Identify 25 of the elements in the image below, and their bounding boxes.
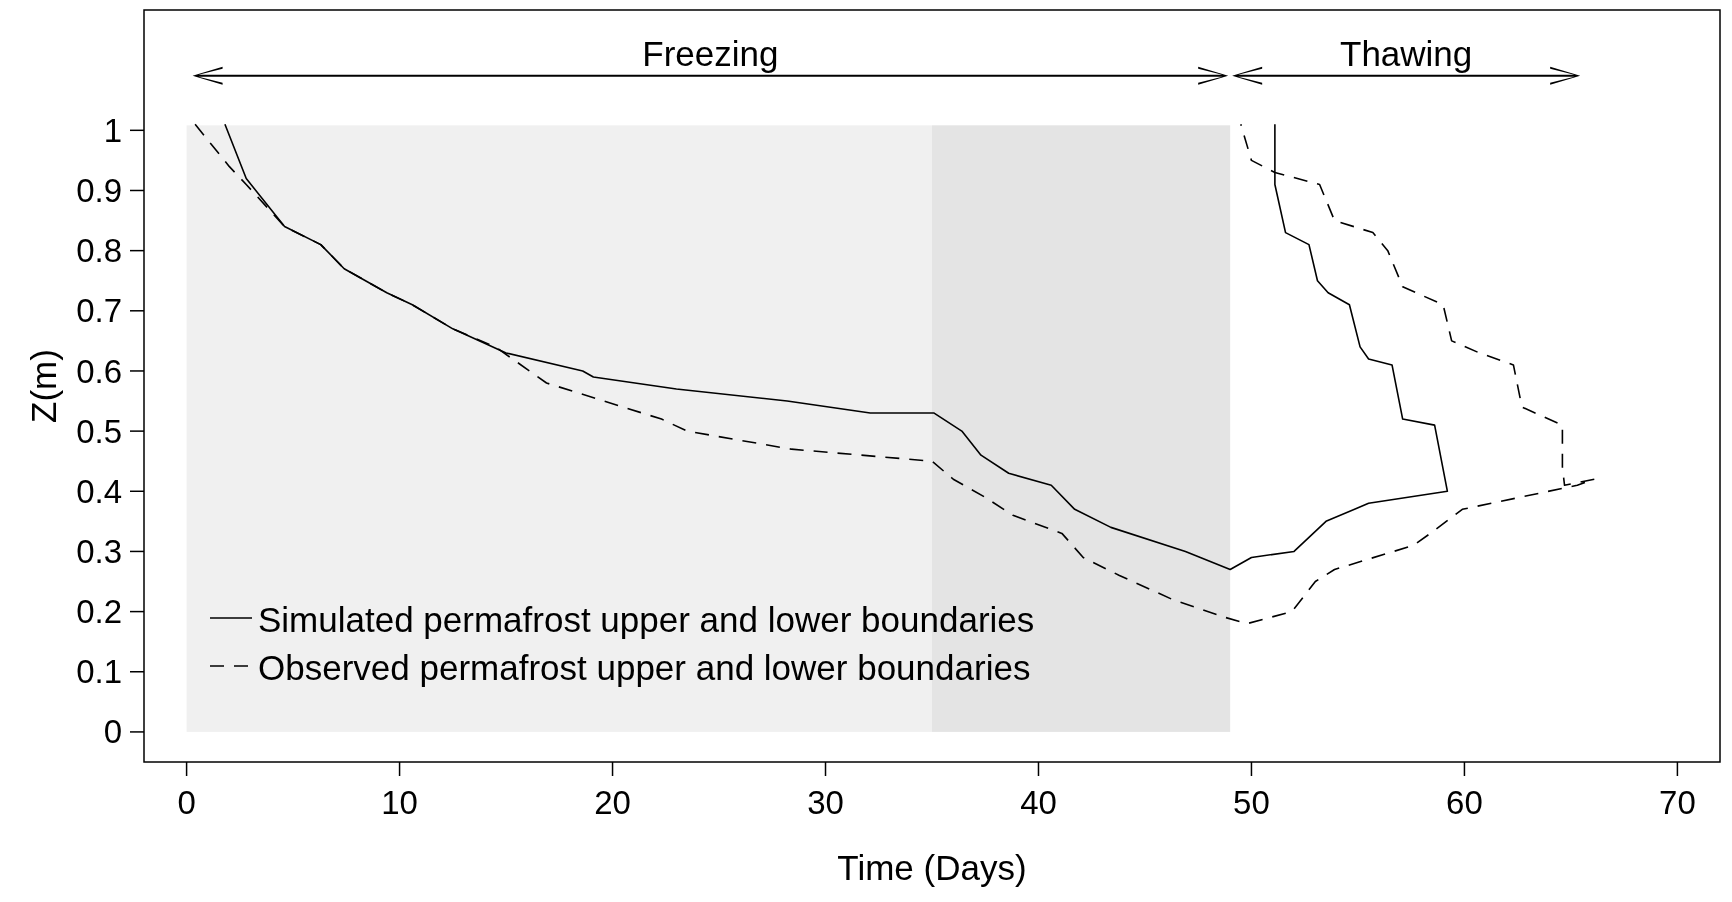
- y-tick-label: 0.8: [76, 232, 122, 270]
- y-tick-label: 0.3: [76, 532, 122, 570]
- y-tick-label: 0.7: [76, 292, 122, 330]
- y-tick-label: 1: [103, 111, 122, 149]
- y-tick-label: 0.2: [76, 593, 122, 631]
- x-tick-label: 10: [381, 784, 418, 821]
- y-tick-label: 0.5: [76, 412, 122, 450]
- x-tick-label: 50: [1233, 784, 1270, 821]
- y-tick-label: 0: [103, 713, 122, 751]
- annotation: Thawing: [1340, 33, 1473, 73]
- legend-label: Simulated permafrost upper and lower boundaries: [258, 600, 1035, 639]
- x-tick-label: 60: [1446, 784, 1483, 821]
- x-tick-label: 70: [1659, 784, 1696, 821]
- y-axis-title: Z(m): [24, 349, 63, 423]
- x-tick-label: 20: [594, 784, 631, 821]
- x-axis-title: Time (Days): [837, 848, 1027, 887]
- y-tick-label: 0.6: [76, 352, 122, 390]
- y-tick-label: 0.4: [76, 472, 122, 510]
- legend-label: Observed permafrost upper and lower boundaries: [258, 648, 1031, 687]
- y-tick-label: 0.1: [76, 653, 122, 691]
- x-tick-label: 0: [177, 784, 196, 821]
- annotation: Freezing: [642, 33, 779, 73]
- y-tick-label: 0.9: [76, 172, 122, 210]
- x-tick-label: 40: [1020, 784, 1057, 821]
- x-tick-label: 30: [807, 784, 844, 821]
